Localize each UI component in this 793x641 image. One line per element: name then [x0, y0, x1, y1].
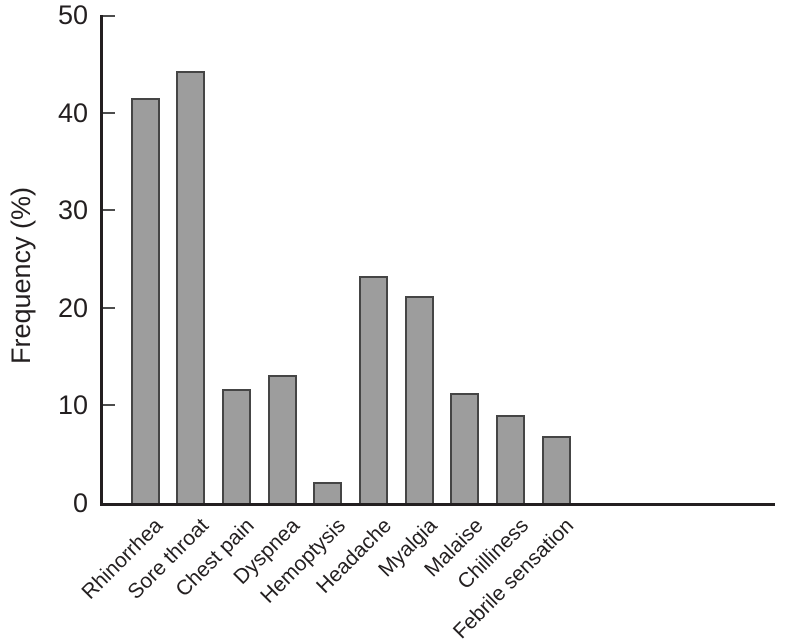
y-axis-tick-mark	[103, 15, 115, 17]
bar-chilliness	[496, 415, 526, 503]
x-tick-label: Dyspnea	[229, 514, 305, 589]
bar-sore-throat	[176, 70, 206, 503]
bar-hemoptysis	[313, 481, 343, 503]
y-tick-label: 40	[57, 97, 88, 128]
y-tick-label: 20	[57, 292, 88, 323]
x-tick-label: Myalgia	[374, 514, 442, 582]
x-tick-label: Febrile sensation	[449, 514, 579, 641]
y-tick-label: 50	[57, 0, 88, 30]
bar-febrile-sensation	[541, 435, 571, 503]
y-tick-label: 30	[57, 195, 88, 226]
x-tick-label: Malaise	[419, 514, 488, 582]
bar-headache	[359, 275, 388, 503]
y-axis-tick-mark	[103, 112, 115, 114]
y-tick-label: 10	[57, 390, 88, 421]
y-axis-tick-mark	[103, 307, 115, 309]
bar-dyspnea	[267, 375, 297, 503]
bar-chest-pain	[221, 388, 251, 503]
y-tick-label: 0	[72, 488, 88, 518]
x-tick-label: Chilliness	[453, 514, 533, 594]
bar-rhinorrhea	[130, 97, 160, 503]
y-axis-tick-mark	[103, 209, 115, 211]
plot-area	[100, 15, 775, 506]
y-axis-tick-labels: 0 10 20 30 40 50	[0, 0, 88, 518]
x-tick-label: Hemoptysis	[256, 514, 351, 608]
x-tick-label: Chest pain	[171, 514, 259, 602]
bar-malaise	[450, 392, 480, 503]
x-tick-label: Rhinorrhea	[77, 514, 168, 604]
y-axis-tick-mark	[103, 404, 115, 406]
x-tick-label: Sore throat	[123, 514, 213, 604]
bar-myalgia	[404, 296, 434, 503]
x-tick-label: Headache	[311, 514, 396, 598]
